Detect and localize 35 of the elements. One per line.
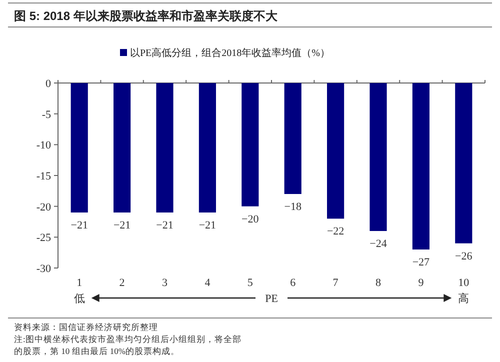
data-label: −27 <box>412 256 430 268</box>
chart-title: 图 5: 2018 年以来股票收益率和市盈率关联度不大 <box>14 9 278 23</box>
x-tick-label: 7 <box>332 277 339 289</box>
text: 高 <box>458 292 470 305</box>
data-label: −21 <box>113 220 131 232</box>
data-label: −18 <box>284 201 302 213</box>
x-tick-label: 2 <box>119 277 125 289</box>
y-tick-label: -25 <box>36 232 52 244</box>
data-label: −24 <box>370 238 388 250</box>
text: 低 <box>74 293 85 305</box>
text: 资料来源：国信证券经济研究所整理 <box>14 322 158 332</box>
x-tick-label: 1 <box>76 277 82 289</box>
x-tick-label: 5 <box>247 277 254 289</box>
text: 的股票，第 10 组由最后 10%的股票构成。 <box>14 346 180 356</box>
y-tick-label: -30 <box>36 263 52 275</box>
x-tick-label: 4 <box>204 277 211 289</box>
data-label: −22 <box>326 226 344 238</box>
x-tick-label: 9 <box>418 277 424 289</box>
y-tick-label: -10 <box>36 140 52 152</box>
y-tick-label: 0 <box>46 78 52 90</box>
x-tick-label: 6 <box>290 277 296 289</box>
y-tick-label: -5 <box>42 108 52 121</box>
text: 注:图中横坐标代表按市盈率均匀分组后小组组别，将全部 <box>14 334 242 344</box>
data-label: −26 <box>455 250 473 262</box>
x-tick-label: 8 <box>376 277 382 289</box>
legend-label: 以PE高低分组，组合2018年收益率均值（%） <box>130 47 330 59</box>
x-tick-label: 10 <box>458 277 470 289</box>
data-label: −21 <box>70 220 88 232</box>
data-label: −21 <box>198 220 216 232</box>
data-label: −21 <box>156 220 174 232</box>
data-label: −20 <box>242 213 260 226</box>
y-tick-label: -20 <box>36 201 52 214</box>
x-tick-label: 3 <box>162 277 168 289</box>
y-tick-label: -15 <box>36 170 52 182</box>
text: PE <box>265 293 278 305</box>
